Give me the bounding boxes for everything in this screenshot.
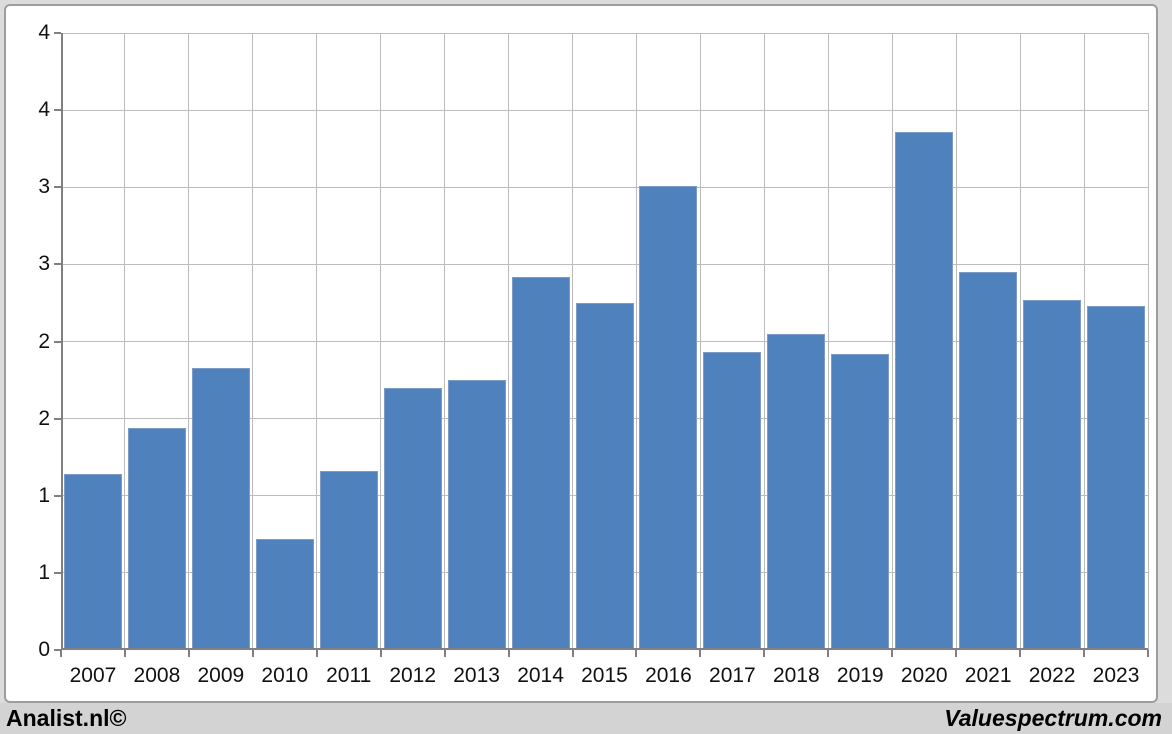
x-axis-tick	[763, 650, 766, 657]
bar-2008	[127, 427, 186, 650]
y-axis-tick	[54, 32, 61, 34]
x-tick-label: 2014	[517, 664, 564, 687]
valuespectrum-brand-text: Valuespectrum.com	[944, 705, 1162, 731]
y-axis-tick	[54, 494, 61, 497]
bar-2011	[319, 471, 378, 650]
x-tick-label: 2023	[1092, 664, 1140, 687]
bar-2020	[895, 131, 954, 650]
v-gridline	[252, 33, 254, 650]
v-gridline	[635, 33, 637, 650]
y-axis-tick	[54, 417, 61, 420]
x-tick-label: 2008	[133, 664, 181, 687]
y-tick-label: 4	[38, 21, 50, 44]
h-gridline	[61, 109, 1148, 111]
x-tick-label: 2018	[772, 664, 820, 687]
v-gridline	[316, 33, 318, 650]
y-axis-tick	[54, 649, 61, 651]
y-tick-label: 1	[38, 560, 50, 584]
y-axis-tick	[54, 571, 61, 574]
x-axis-tick	[891, 650, 894, 657]
analist-brand-text: Analist.nl©	[6, 705, 127, 731]
x-tick-label: 2012	[389, 664, 437, 687]
v-gridline	[1147, 33, 1149, 650]
y-axis-tick	[54, 263, 61, 266]
bar-2023	[1087, 306, 1146, 650]
x-axis-tick	[827, 650, 830, 657]
y-axis-line	[61, 33, 63, 650]
x-axis-tick	[379, 650, 382, 657]
h-gridline	[61, 186, 1148, 188]
y-axis-tick	[54, 340, 61, 343]
y-tick-label: 3	[38, 175, 50, 199]
bar-2009	[191, 367, 250, 650]
v-gridline	[699, 33, 701, 650]
y-axis-tick	[54, 109, 61, 112]
x-axis-tick	[1019, 650, 1022, 657]
bar-2012	[383, 387, 442, 650]
bar-2015	[575, 302, 634, 650]
x-axis-tick	[315, 650, 318, 657]
x-axis-tick	[955, 650, 958, 657]
bar-2018	[767, 333, 826, 650]
y-axis-tick	[54, 186, 61, 189]
v-gridline	[380, 33, 382, 650]
y-tick-label: 1	[38, 483, 50, 507]
bar-2017	[703, 352, 762, 650]
v-gridline	[827, 33, 829, 650]
x-tick-label: 2021	[964, 664, 1012, 687]
y-tick-label: 2	[38, 329, 50, 353]
y-tick-label: 0	[38, 638, 50, 661]
bar-2007	[63, 474, 122, 650]
x-tick-label: 2013	[453, 664, 500, 687]
x-axis-tick	[123, 650, 126, 657]
x-axis-tick	[1147, 650, 1149, 657]
x-axis-tick	[443, 650, 446, 657]
v-gridline	[1083, 33, 1085, 650]
v-gridline	[188, 33, 190, 650]
v-gridline	[763, 33, 765, 650]
bar-2016	[639, 185, 698, 650]
x-axis-tick	[571, 650, 574, 657]
h-gridline	[61, 263, 1148, 265]
x-axis-tick	[699, 650, 702, 657]
h-gridline	[61, 32, 1148, 34]
v-gridline	[955, 33, 957, 650]
v-gridline	[124, 33, 126, 650]
y-tick-label: 4	[38, 98, 50, 122]
x-tick-label: 2011	[326, 664, 372, 687]
bar-2021	[959, 272, 1018, 650]
bar-2022	[1023, 299, 1082, 650]
x-tick-label: 2019	[836, 664, 884, 687]
bar-2013	[447, 380, 506, 650]
bar-2019	[831, 353, 890, 650]
x-tick-label: 2016	[645, 664, 692, 687]
bar-2014	[511, 276, 570, 650]
v-gridline	[572, 33, 574, 650]
y-tick-label: 3	[38, 252, 50, 276]
y-tick-label: 2	[38, 406, 50, 430]
x-tick-label: 2020	[900, 664, 948, 687]
plot-area	[54, 32, 1149, 657]
x-axis-tick	[251, 650, 254, 657]
x-tick-label: 2007	[69, 664, 117, 687]
x-axis-tick	[60, 650, 62, 657]
x-tick-label: 2009	[197, 664, 245, 687]
x-tick-label: 2015	[581, 664, 628, 687]
v-gridline	[444, 33, 446, 650]
x-axis-tick	[1083, 650, 1086, 657]
x-axis-tick	[507, 650, 510, 657]
v-gridline	[891, 33, 893, 650]
x-axis-tick	[635, 650, 638, 657]
bar-2010	[255, 538, 314, 650]
v-gridline	[1019, 33, 1021, 650]
v-gridline	[508, 33, 510, 650]
x-axis-line	[61, 648, 1148, 650]
x-tick-label: 2017	[709, 664, 756, 687]
footer-bar: Analist.nl© Valuespectrum.com	[0, 703, 1172, 734]
x-tick-label: 2010	[261, 664, 309, 687]
x-tick-label: 2022	[1028, 664, 1076, 687]
x-axis-tick	[187, 650, 190, 657]
